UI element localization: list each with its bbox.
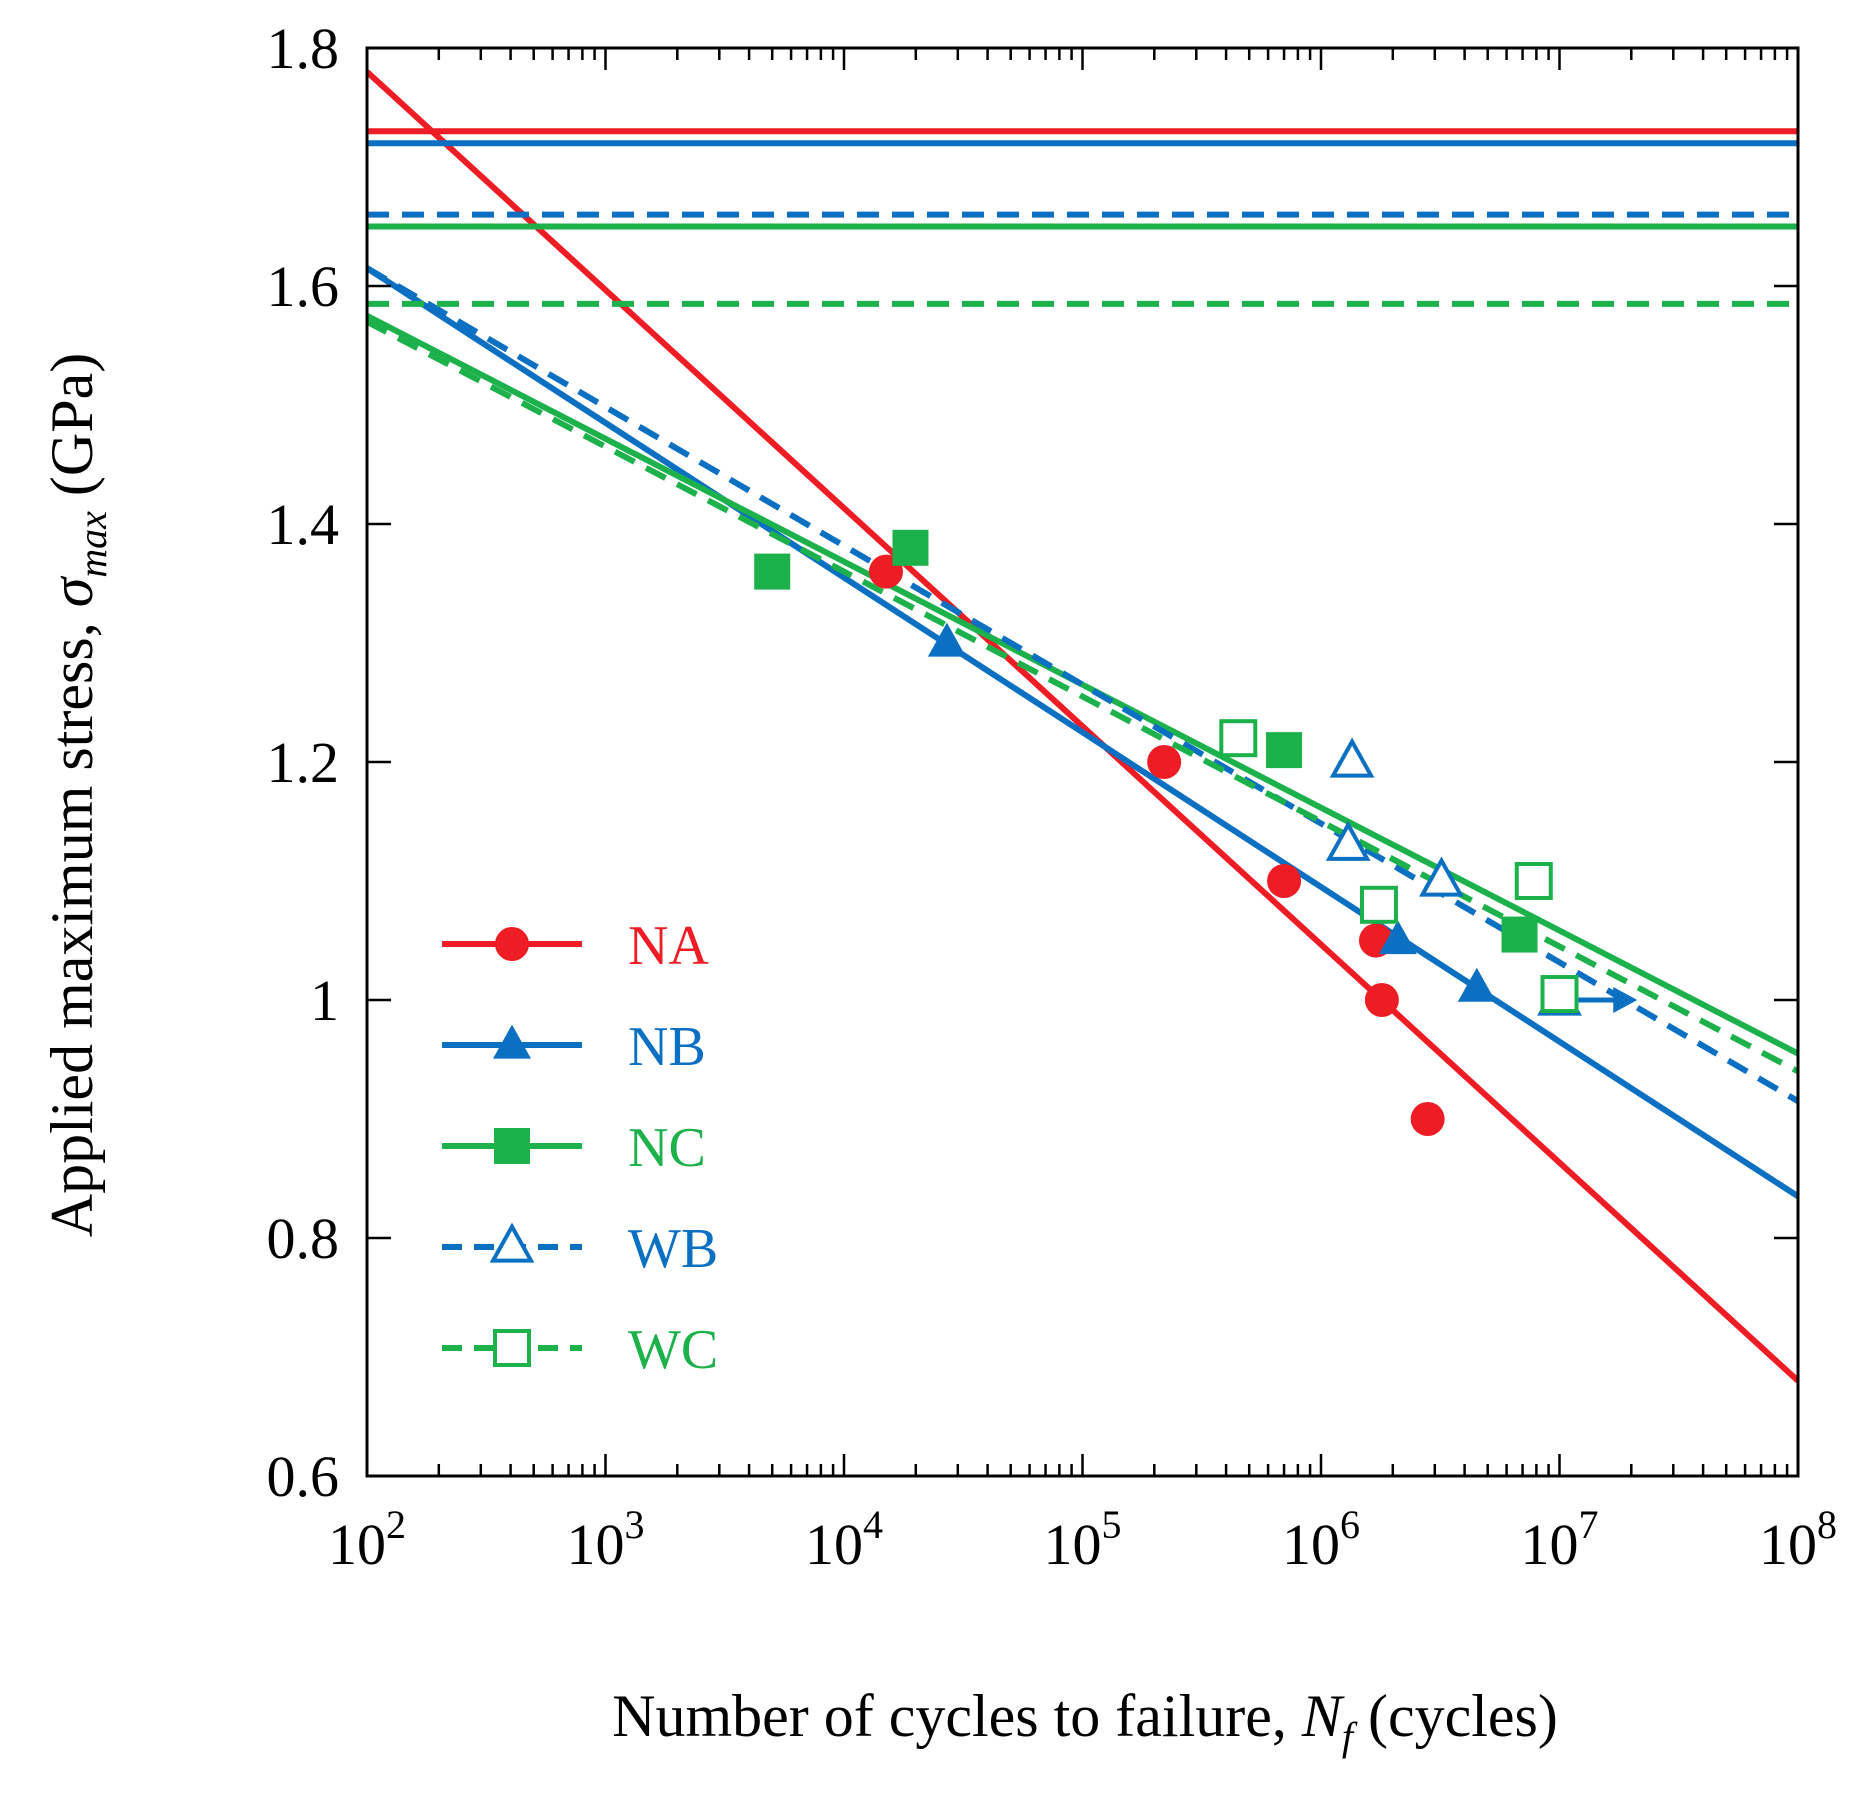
y-tick-label-3: 1.2 — [267, 730, 340, 795]
legend-label-nb: NB — [628, 1016, 706, 1078]
fit-line-wb — [367, 265, 1798, 1104]
point-nb-2 — [1457, 967, 1496, 1002]
point-na-1 — [1147, 745, 1182, 779]
x-tick-label-base: 10 — [1282, 1512, 1340, 1577]
fit-line-na — [367, 69, 1798, 1384]
legend-label-wc: WC — [628, 1319, 718, 1381]
x-tick-label-exponent: 8 — [1817, 1502, 1837, 1547]
legend-label-nc: NC — [628, 1117, 706, 1179]
point-na-2 — [1267, 864, 1302, 898]
point-wc-2 — [1514, 862, 1553, 900]
point-nc-3 — [1501, 916, 1538, 953]
fit-lines — [367, 69, 1798, 1384]
data-points — [754, 529, 1638, 1136]
point-wb-1 — [1325, 820, 1371, 861]
fit-line-wc — [367, 319, 1798, 1075]
fit-line-nb — [367, 265, 1798, 1199]
legend-label-wb: WB — [628, 1218, 718, 1280]
plot-frame — [365, 46, 1800, 1478]
y-tick-label-5: 1.6 — [267, 254, 340, 319]
point-wb-2 — [1419, 856, 1464, 897]
x-tick-label-6: 108 — [1759, 1502, 1837, 1577]
x-tick-label-1: 103 — [567, 1502, 645, 1577]
x-tick-label-base: 10 — [805, 1512, 863, 1577]
x-tick-label-2: 104 — [805, 1502, 883, 1577]
point-nb-0 — [927, 622, 966, 657]
fit-line-nc — [367, 313, 1798, 1057]
x-tick-label-3: 105 — [1044, 1502, 1122, 1577]
point-nc-2 — [1266, 732, 1303, 769]
x-tick-label-exponent: 3 — [625, 1502, 645, 1547]
legend-label-na: NA — [628, 915, 709, 977]
legend-marker-wc — [493, 1329, 531, 1367]
x-tick-label-base: 10 — [328, 1512, 386, 1577]
legend: NA NB NC WB WC — [442, 915, 718, 1381]
x-axis-title: Number of cycles to failure, Nf (cycles) — [612, 1683, 1558, 1759]
x-tick-label-exponent: 2 — [386, 1502, 406, 1547]
legend-marker-nc — [494, 1128, 530, 1164]
point-wc-0 — [1219, 719, 1258, 758]
x-tick-label-exponent: 7 — [1579, 1502, 1599, 1547]
y-tick-label-0: 0.6 — [267, 1444, 340, 1509]
point-wc-3 — [1540, 975, 1579, 1014]
x-tick-label-5: 107 — [1521, 1502, 1599, 1577]
point-nb-1 — [1378, 920, 1417, 955]
x-tick-label-base: 10 — [1521, 1512, 1579, 1577]
x-tick-label-0: 102 — [328, 1502, 406, 1577]
x-tick-label-exponent: 4 — [863, 1502, 883, 1547]
point-na-5 — [1410, 1102, 1445, 1136]
y-tick-label-4: 1.4 — [267, 492, 340, 557]
point-nc-1 — [892, 529, 929, 566]
point-wb-0 — [1329, 737, 1375, 778]
runout-arrow-head-wb-0 — [1613, 987, 1638, 1013]
x-tick-label-exponent: 5 — [1102, 1502, 1122, 1547]
y-axis-title: Applied maximum stress, σmax (GPa) — [39, 353, 115, 1237]
y-tick-label-6: 1.8 — [267, 16, 340, 81]
legend-marker-na — [495, 927, 529, 961]
legend-marker-nb — [493, 1024, 531, 1059]
point-nc-0 — [754, 553, 791, 590]
x-tick-label-4: 106 — [1282, 1502, 1360, 1577]
x-tick-label-base: 10 — [1759, 1512, 1817, 1577]
ultimate-strength-lines — [367, 128, 1798, 307]
x-tick-label-base: 10 — [567, 1512, 625, 1577]
point-wc-1 — [1359, 885, 1398, 924]
y-tick-label-1: 0.8 — [267, 1206, 340, 1271]
point-na-4 — [1364, 983, 1399, 1017]
y-tick-label-2: 1 — [310, 968, 339, 1033]
legend-marker-wb — [489, 1222, 535, 1263]
x-tick-label-base: 10 — [1044, 1512, 1102, 1577]
x-tick-label-exponent: 6 — [1340, 1502, 1360, 1547]
